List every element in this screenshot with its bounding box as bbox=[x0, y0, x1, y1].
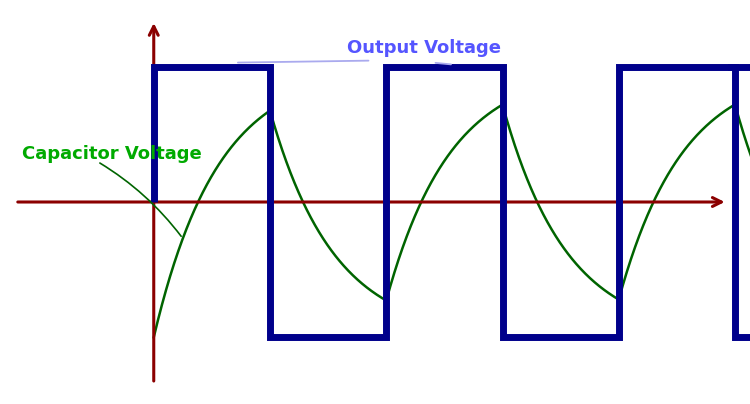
Text: Output Voltage: Output Voltage bbox=[346, 40, 501, 57]
Text: Capacitor Voltage: Capacitor Voltage bbox=[22, 145, 202, 162]
